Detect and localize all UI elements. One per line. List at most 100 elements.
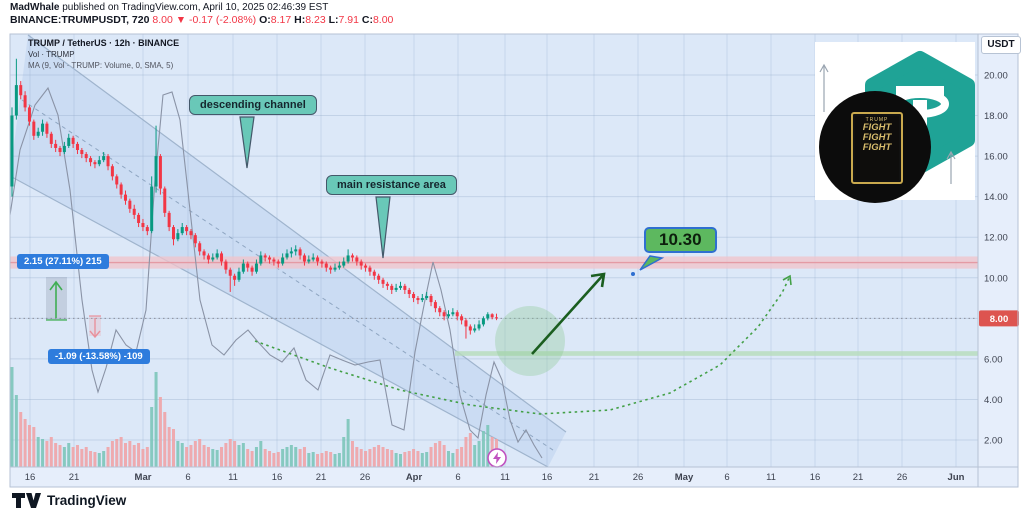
volume-bar — [429, 447, 433, 467]
support-zone[interactable] — [455, 351, 978, 356]
callout-main-resistance-area[interactable]: main resistance area — [326, 175, 457, 195]
time-axis-label: Jun — [948, 472, 965, 483]
candle-body — [254, 263, 258, 272]
volume-bar — [167, 427, 171, 467]
volume-bar — [268, 451, 272, 467]
candle-body — [320, 261, 324, 264]
candle-body — [346, 255, 350, 262]
candle-body — [495, 317, 499, 319]
candle-body — [58, 147, 62, 153]
candle-body — [132, 208, 136, 215]
candle-body — [241, 263, 245, 272]
volume-bar — [128, 441, 132, 467]
candle-body — [468, 326, 472, 331]
volume-bar — [438, 441, 442, 467]
price-axis-label: 12.00 — [984, 233, 1008, 244]
volume-bar — [62, 447, 66, 467]
candle-body — [433, 302, 437, 309]
low-value: 7.91 — [338, 14, 359, 26]
candle-body — [211, 257, 215, 260]
volume-bar — [54, 443, 58, 467]
price-axis-label: 10.00 — [984, 273, 1008, 284]
lightning-bolt-icon — [493, 452, 501, 464]
price-axis-label: 20.00 — [984, 70, 1008, 81]
trend-arrow[interactable] — [531, 273, 605, 355]
time-axis-label: May — [675, 472, 694, 483]
volume-bar — [110, 441, 114, 467]
candle-body — [14, 85, 18, 116]
volume-bar — [477, 441, 481, 467]
volume-bar — [89, 451, 93, 467]
candle-body — [451, 312, 455, 315]
time-axis-label: 6 — [185, 472, 190, 483]
close-value: 8.00 — [372, 14, 394, 26]
volume-bar — [250, 451, 254, 467]
price-axis-label: 4.00 — [984, 395, 1003, 406]
candle-body — [477, 324, 481, 329]
volume-bar — [442, 445, 446, 467]
volume-bar — [67, 443, 71, 467]
volume-bar — [27, 425, 31, 467]
volume-bar — [294, 447, 298, 467]
time-axis-label: Mar — [135, 472, 152, 483]
candle-body — [416, 298, 420, 301]
volume-bar — [455, 449, 459, 467]
channel-upper-line[interactable] — [27, 34, 567, 433]
volume-bar — [460, 447, 464, 467]
currency-axis-button[interactable]: USDT — [981, 36, 1021, 54]
time-axis-label: Apr — [406, 472, 423, 483]
candle-body — [486, 314, 490, 319]
volume-bar — [228, 439, 232, 467]
price-axis-label: 16.00 — [984, 152, 1008, 163]
candle-body — [137, 214, 141, 224]
candle-body — [473, 328, 477, 331]
price-axis-label: 18.00 — [984, 111, 1008, 122]
volume-bar — [324, 451, 328, 467]
candle-body — [329, 267, 333, 270]
time-axis-label: 21 — [589, 472, 600, 483]
volume-bar — [23, 419, 27, 467]
volume-bar — [420, 453, 424, 467]
price-change: -0.17 (-2.08%) — [189, 14, 257, 26]
volume-bar — [381, 447, 385, 467]
current-price-badge-label: 8.00 — [990, 314, 1009, 325]
volume-bar — [412, 449, 416, 467]
volume-bar — [132, 445, 136, 467]
tradingview-brand[interactable]: TradingView — [12, 492, 126, 509]
projection-curve[interactable] — [254, 275, 791, 415]
time-axis-label: 21 — [316, 472, 327, 483]
descending-channel-fill[interactable] — [10, 35, 566, 467]
coin-fight-3: FIGHT — [862, 142, 892, 153]
candle-body — [324, 263, 328, 268]
volume-bar — [447, 451, 450, 467]
candle-body — [36, 131, 40, 136]
channel-median-line[interactable] — [21, 99, 557, 453]
candle-body — [106, 156, 110, 167]
reversal-highlight-circle[interactable] — [495, 306, 565, 376]
volume-bar — [97, 453, 101, 467]
time-axis-panel[interactable] — [10, 467, 978, 487]
volume-bar — [141, 449, 145, 467]
tether-trump-image — [815, 42, 975, 203]
candle-body — [307, 259, 311, 262]
price-axis-panel[interactable] — [978, 34, 1018, 487]
price-axis-label: 14.00 — [984, 192, 1008, 203]
channel-lower-line[interactable] — [10, 175, 549, 467]
candle-body — [355, 257, 359, 262]
volume-bar — [93, 452, 97, 467]
volume-bar — [58, 445, 62, 467]
time-axis-label: 26 — [897, 472, 908, 483]
candle-body — [215, 253, 219, 258]
last-price: 8.00 — [152, 14, 173, 26]
volume-bar — [106, 447, 110, 467]
measure-down-badge: -1.09 (-13.58%) -109 — [48, 349, 150, 364]
price-target-callout[interactable]: 10.30 — [644, 227, 717, 253]
candle-body — [398, 285, 402, 288]
volume-bar — [377, 445, 381, 467]
callout-descending-channel[interactable]: descending channel — [189, 95, 317, 115]
candle-body — [62, 145, 66, 153]
volume-bar — [390, 450, 394, 467]
target-anchor-dot — [631, 272, 635, 276]
volume-bar — [137, 443, 141, 467]
